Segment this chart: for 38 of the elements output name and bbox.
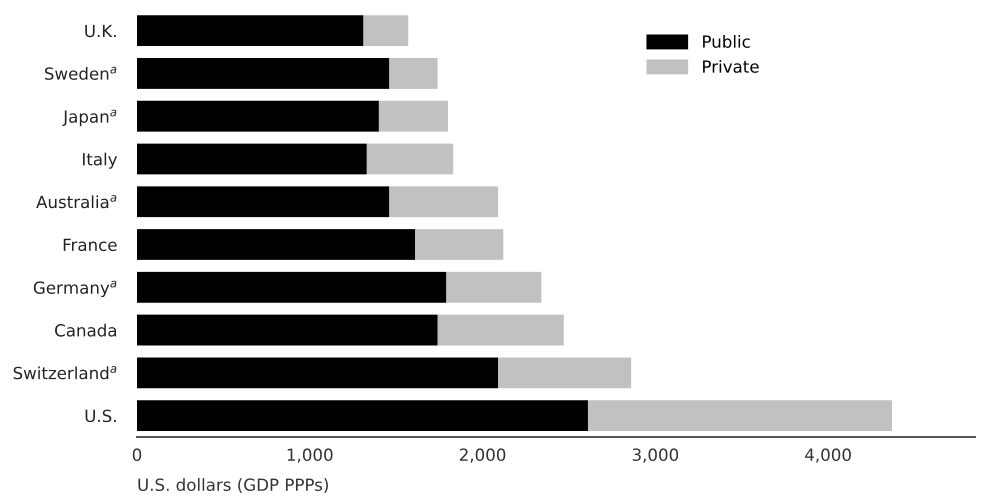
bar bbox=[137, 229, 416, 260]
bar bbox=[137, 400, 588, 432]
y-tick-label: U.K. bbox=[85, 24, 116, 38]
bar bbox=[137, 314, 438, 346]
y-tick-label: Japan$^{a}$ bbox=[62, 110, 116, 126]
bar bbox=[137, 15, 364, 46]
y-tick-label: Switzerland$^{a}$ bbox=[14, 366, 116, 380]
bar bbox=[137, 357, 498, 388]
legend-label: Public bbox=[703, 34, 750, 48]
x-tick-label: 4,000 bbox=[805, 448, 851, 463]
bar bbox=[363, 15, 408, 46]
y-tick-label: France bbox=[64, 238, 117, 252]
x-tick-label: 1,000 bbox=[288, 448, 333, 463]
x-axis-title: U.S. dollars (GDP PPPs) bbox=[138, 478, 328, 493]
bar bbox=[498, 357, 632, 388]
x-tick-label: 2,000 bbox=[460, 448, 506, 463]
bar bbox=[446, 272, 542, 303]
y-tick-label: Germany$^{a}$ bbox=[34, 280, 116, 298]
y-tick-label: U.S. bbox=[86, 410, 116, 422]
bar bbox=[588, 400, 892, 432]
bar bbox=[378, 100, 448, 132]
y-tick-label: Canada bbox=[55, 324, 116, 337]
y-tick-label: Australia$^{a}$ bbox=[36, 195, 116, 208]
bar bbox=[415, 229, 504, 260]
bar bbox=[366, 144, 454, 174]
bar bbox=[137, 272, 446, 303]
bar bbox=[137, 58, 390, 89]
y-tick-label: Sweden$^{a}$ bbox=[44, 66, 116, 80]
x-tick-label: 0 bbox=[132, 448, 142, 462]
bar bbox=[438, 314, 564, 346]
bar bbox=[389, 58, 438, 89]
bar bbox=[137, 186, 390, 218]
bar bbox=[137, 144, 367, 174]
bar bbox=[389, 186, 498, 218]
bar bbox=[137, 100, 379, 132]
legend-label: Private bbox=[703, 60, 759, 73]
x-tick-label: 3,000 bbox=[632, 448, 678, 463]
y-tick-label: Italy bbox=[83, 152, 118, 169]
